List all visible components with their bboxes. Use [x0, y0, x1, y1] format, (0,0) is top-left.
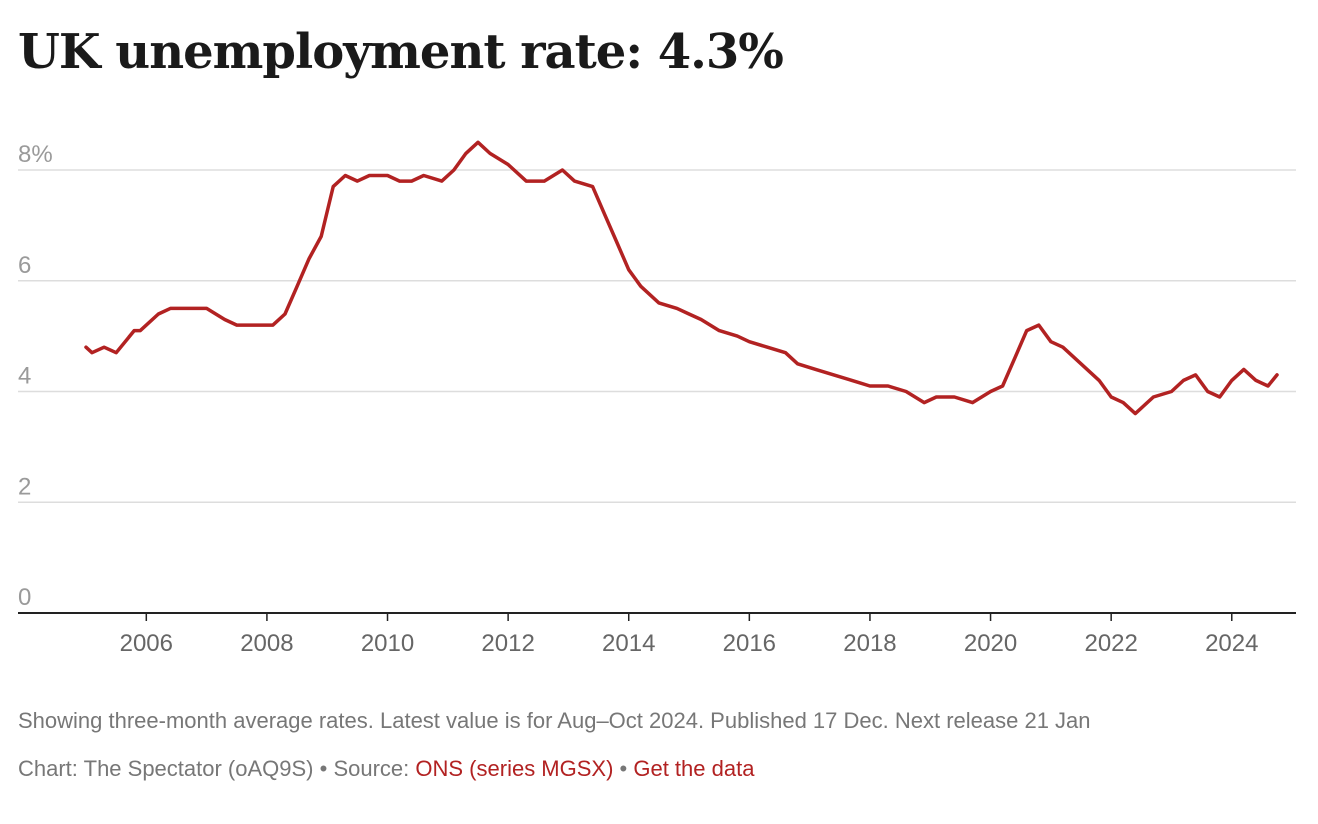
- x-axis-labels: 2006 2008 2010 2012 2014 2016 2018 2020 2022 2024: [120, 630, 1259, 657]
- y-tick-label: 4: [18, 363, 31, 390]
- x-tick-label: 2006: [120, 630, 173, 657]
- source-link[interactable]: ONS (series MGSX): [415, 756, 614, 781]
- chart-note: Showing three-month average rates. Lates…: [18, 708, 1091, 733]
- y-tick-label: 8%: [18, 141, 53, 168]
- x-tick-label: 2008: [240, 630, 293, 657]
- separator: •: [313, 756, 334, 781]
- source-label: Source:: [333, 756, 416, 781]
- gridlines: [18, 169, 1296, 503]
- x-tick-label: 2010: [361, 630, 414, 657]
- x-axis-ticks: [145, 613, 1233, 621]
- chart-title: UK unemployment rate: 4.3%: [18, 24, 784, 80]
- x-tick-label: 2024: [1205, 630, 1258, 657]
- unemployment-rate-line: [84, 140, 1279, 416]
- y-tick-label: 6: [18, 252, 31, 279]
- y-tick-label: 0: [18, 584, 31, 611]
- x-tick-label: 2022: [1084, 630, 1137, 657]
- x-tick-label: 2016: [723, 630, 776, 657]
- y-axis-labels: 0 2 4 6 8%: [18, 141, 53, 611]
- chart-credits: Chart: The Spectator (oAQ9S) • Source: O…: [18, 756, 754, 782]
- x-tick-label: 2012: [481, 630, 534, 657]
- x-tick-label: 2018: [843, 630, 896, 657]
- x-tick-label: 2020: [964, 630, 1017, 657]
- y-tick-label: 2: [18, 473, 31, 500]
- x-tick-label: 2014: [602, 630, 655, 657]
- separator: •: [613, 756, 634, 781]
- get-data-link[interactable]: Get the data: [633, 756, 755, 781]
- chart-byline: Chart: The Spectator (oAQ9S): [18, 756, 314, 781]
